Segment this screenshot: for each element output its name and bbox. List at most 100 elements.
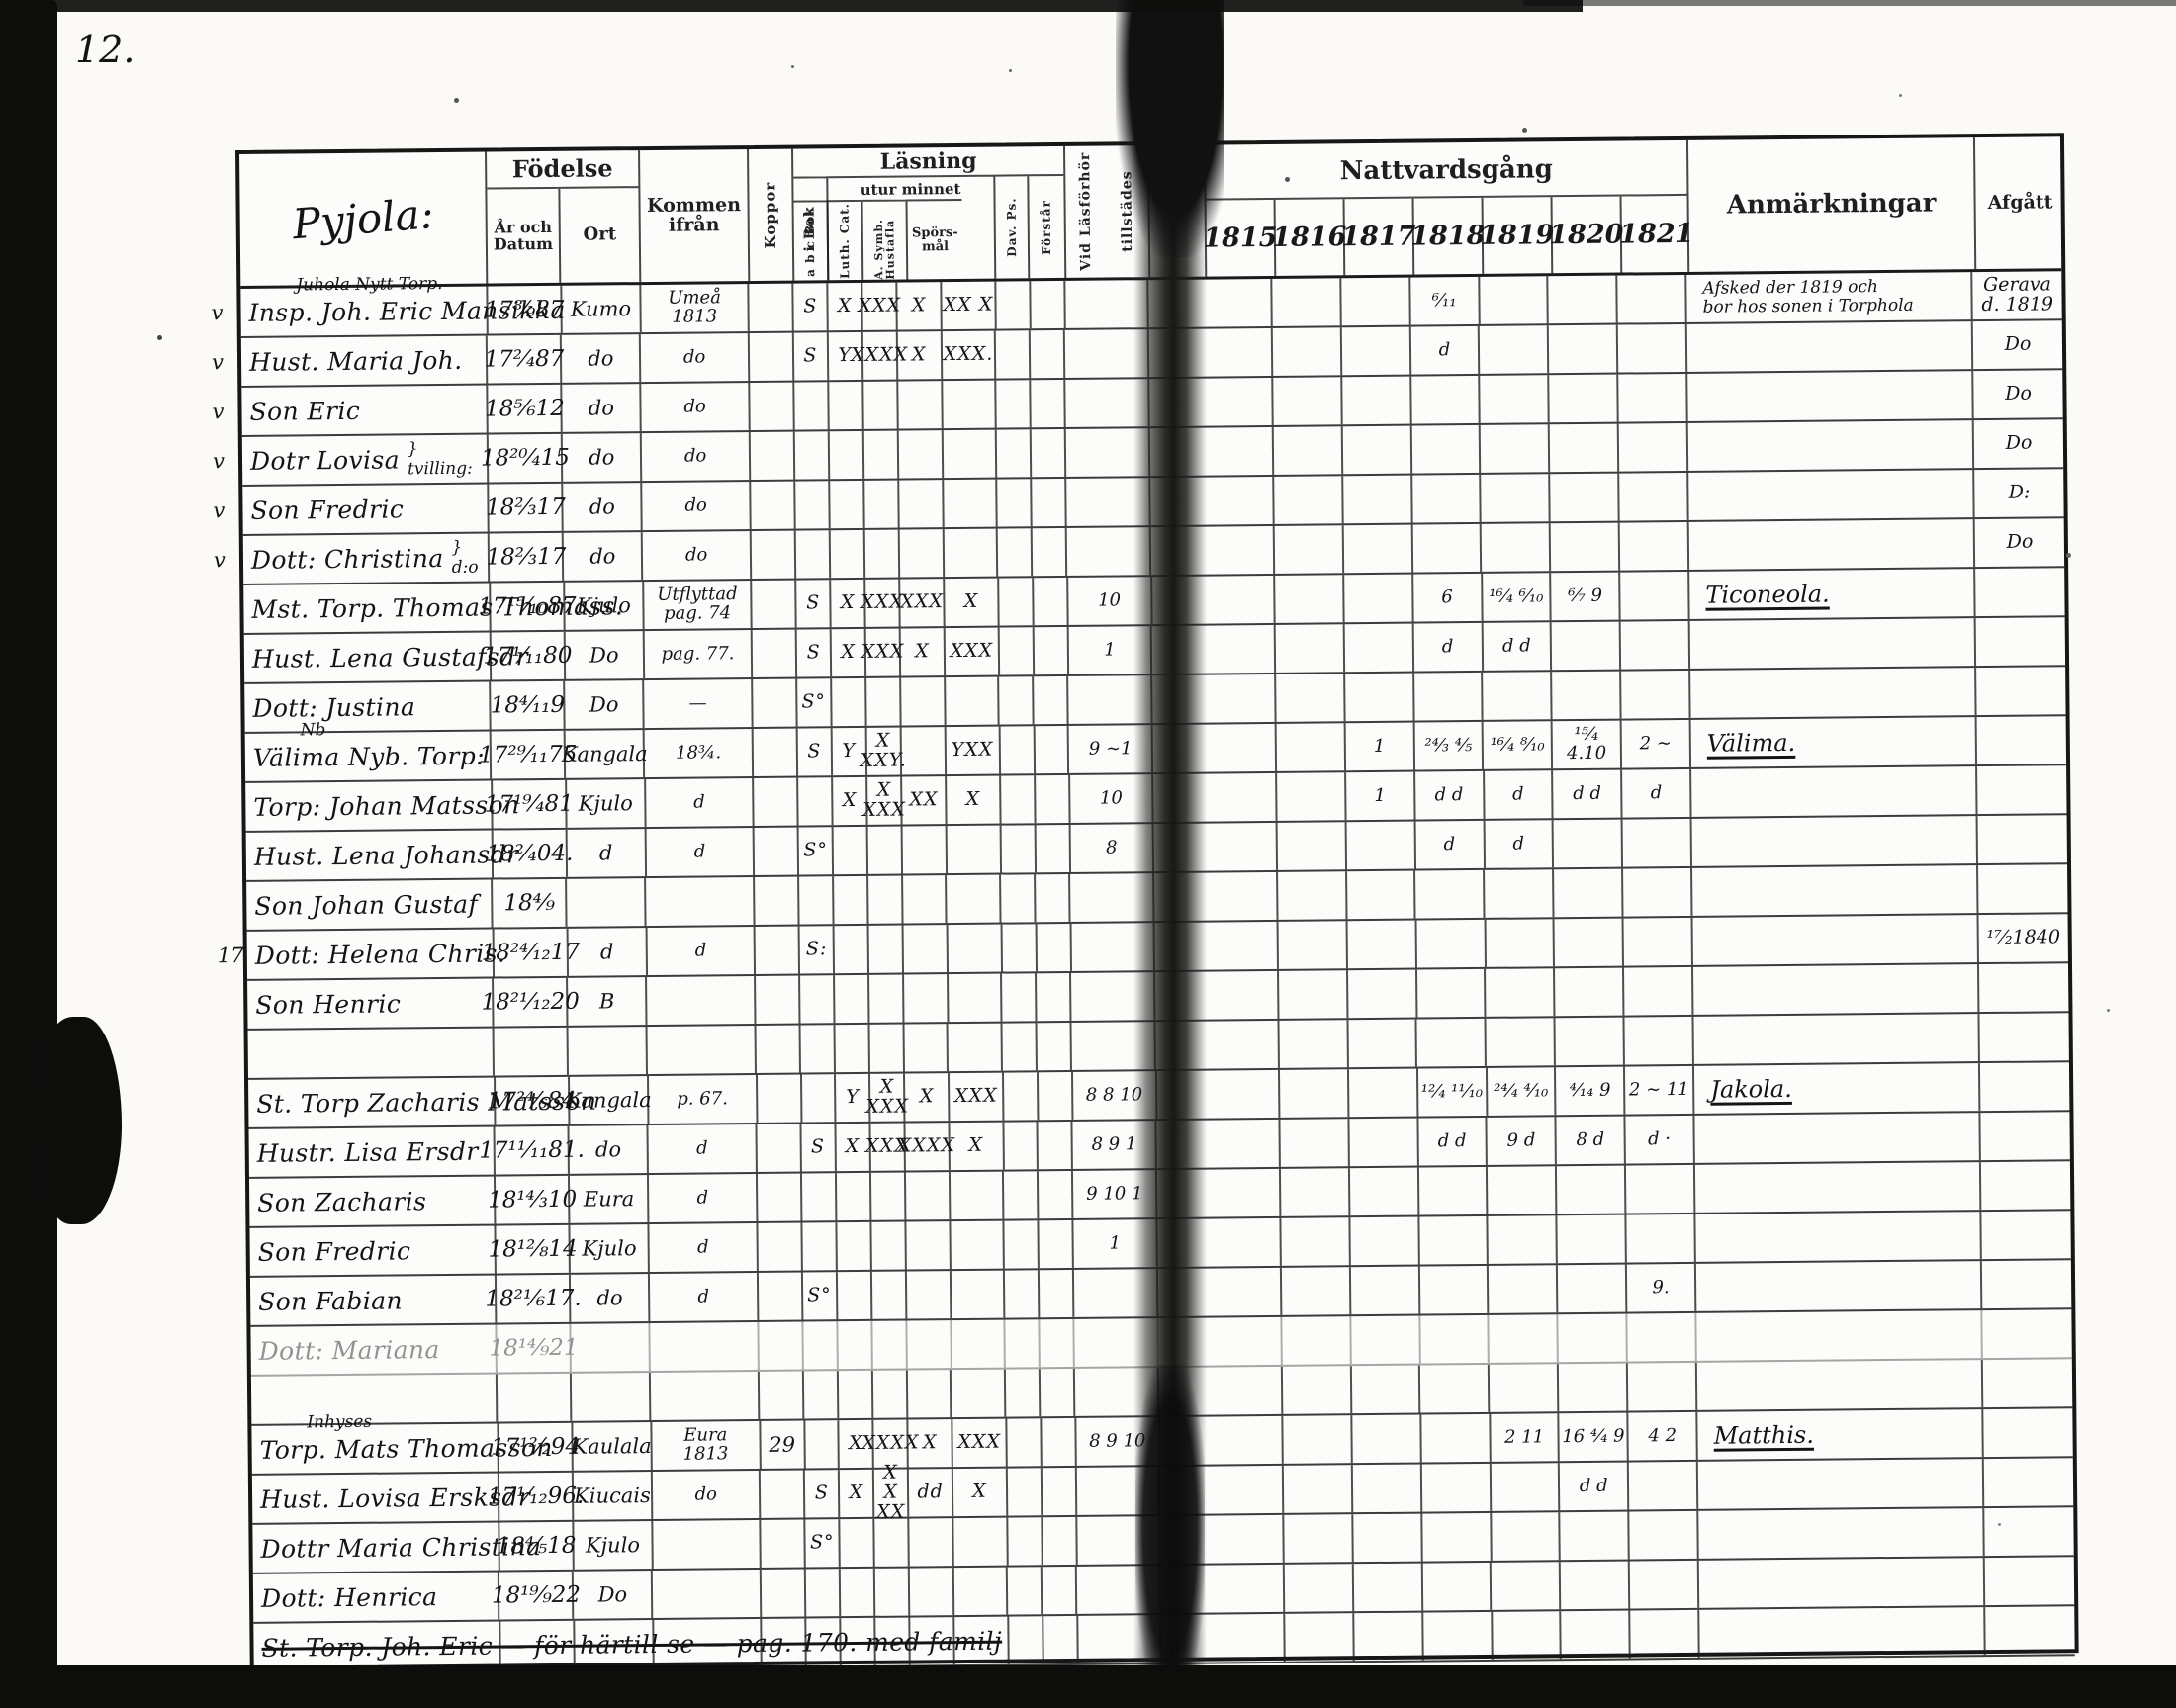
cell-ort: Do [565,631,645,679]
cell-y1818 [1411,474,1483,523]
cell-datum [494,1027,570,1076]
cell-ort: do [564,532,644,581]
person-name: St. Torp Zacharis Matsson [256,1086,597,1119]
cell-y1818 [1415,869,1486,919]
cell-davps [1002,973,1038,1022]
cell-davps [1004,1122,1040,1170]
person-name: Dott: Christina [250,543,444,575]
book-binding [1116,0,1224,1708]
cell-cat: XXXX [861,1419,920,1468]
cell-kommen: do [652,1470,762,1520]
cell-y1815 [1215,1564,1286,1613]
cell-y1819 [1486,1018,1557,1066]
cell-y1819: d [1484,770,1554,819]
cell-y1815 [1204,377,1274,426]
cell-anm [1695,1212,1983,1262]
cell-y1817 [1348,1019,1418,1068]
cell-y1819 [1483,672,1553,720]
person-name: Torp. Mats Thomasson [259,1432,553,1465]
cell-koppor [753,629,798,677]
person-name: Dott: Helena Chris. [254,938,506,970]
cell-name: Mst. Torp. Thomas Thomass. [243,583,623,633]
cell-ort [571,1323,652,1372]
cell-y1819 [1488,1166,1558,1214]
cell-spors [947,874,1002,924]
cat-col: Luth. Cat. [828,199,864,281]
cell-forstar [1034,577,1069,626]
cell-spors [951,1319,1007,1369]
cat-label: Luth. Cat. [837,203,853,280]
cell-y1816 [1279,1020,1349,1068]
cell-ibok: S [796,580,832,628]
cell-y1817 [1350,1266,1420,1315]
cell-cat: XXX [861,579,904,627]
person-name: Son Fredric [257,1235,411,1267]
cell-kommen: Utflyttad pag. 74 [643,581,754,630]
cell-forstar [1043,1516,1078,1566]
cell-abc [833,826,869,875]
cell-anm: Välima. [1690,717,1978,767]
cell-ibok: S° [802,1272,839,1320]
cell-kommen: pag. 77. [644,630,754,679]
remark-line: Matthis. [1713,1420,1815,1450]
cell-ort: Kaulala [572,1422,653,1471]
cell-y1817 [1341,376,1412,425]
cell-symb [898,430,944,479]
cell-y1816 [1285,1613,1355,1662]
cell-cat [864,529,900,578]
cell-afgatt [1977,716,2066,764]
cell-name: v Son Eric [212,385,490,435]
cell-y1820 [1555,967,1625,1017]
cell-y1821 [1622,867,1693,917]
cell-y1815 [1216,1613,1286,1663]
cell-ibok [795,530,832,579]
cell-davps [1005,1319,1042,1368]
cell-spors [948,924,1003,973]
cell-davps [1007,1418,1043,1467]
cell-y1818 [1422,1562,1493,1611]
cell-ort [567,878,647,927]
cell-datum: 18²¹⁄₆17. [485,1274,582,1323]
cell-y1816 [1281,1267,1352,1315]
cell-kommen: d [647,926,757,976]
year-header-1821: 1821 [1619,218,1694,250]
cell-y1818 [1421,1463,1492,1512]
cell-y1819: 2 11 [1491,1413,1561,1462]
cell-y1820 [1560,1561,1631,1610]
cell-cat: XXX [858,282,901,330]
cell-datum: 18¹²⁄₈14 [488,1224,578,1274]
cell-y1815 [1213,1316,1283,1366]
cell-anm [1694,1113,1982,1163]
cell-afgatt [1983,1309,2072,1358]
name-overline: Juhola Nytt Torp. [296,273,443,296]
cell-y1820: d d [1553,769,1623,819]
cell-forstar [1032,428,1067,478]
cell-afgatt: Do [2005,431,2033,454]
cell-y1819: d d [1483,622,1553,671]
cell-forstar [1038,1071,1074,1121]
person-name: Hust. Lovisa Ersksdr [259,1482,531,1514]
cell-y1818: ²⁴⁄₃ ⅘ [1414,721,1485,770]
cell-y1817 [1344,673,1415,722]
cell-name: Son Fredric [249,1225,498,1276]
cell-cat [868,974,905,1023]
cell-y1817 [1351,1365,1421,1414]
cell-y1819 [1481,474,1551,522]
cell-y1818 [1418,1215,1490,1265]
cell-name: v Juhola Nytt Torp. Insp. Joh. Eric Mansik… [211,274,566,336]
cell-y1817 [1346,821,1416,870]
cell-symb [903,925,949,973]
cell-symb: X [897,282,943,330]
cell-y1819 [1489,1314,1560,1363]
cell-davps [1004,1171,1040,1219]
cell-y1817 [1342,425,1412,475]
cell-davps [1004,1220,1041,1269]
cell-y1818 [1412,523,1483,573]
cell-spors [947,825,1002,874]
anmarkningar-label: Anmärkningar [1687,137,1977,272]
cell-y1820 [1555,1017,1625,1066]
scan-edge-bottom [0,1665,2176,1708]
cell-kommen: d [649,1173,759,1223]
cell-y1816 [1280,1119,1350,1167]
cell-ort: Do [574,1571,654,1619]
